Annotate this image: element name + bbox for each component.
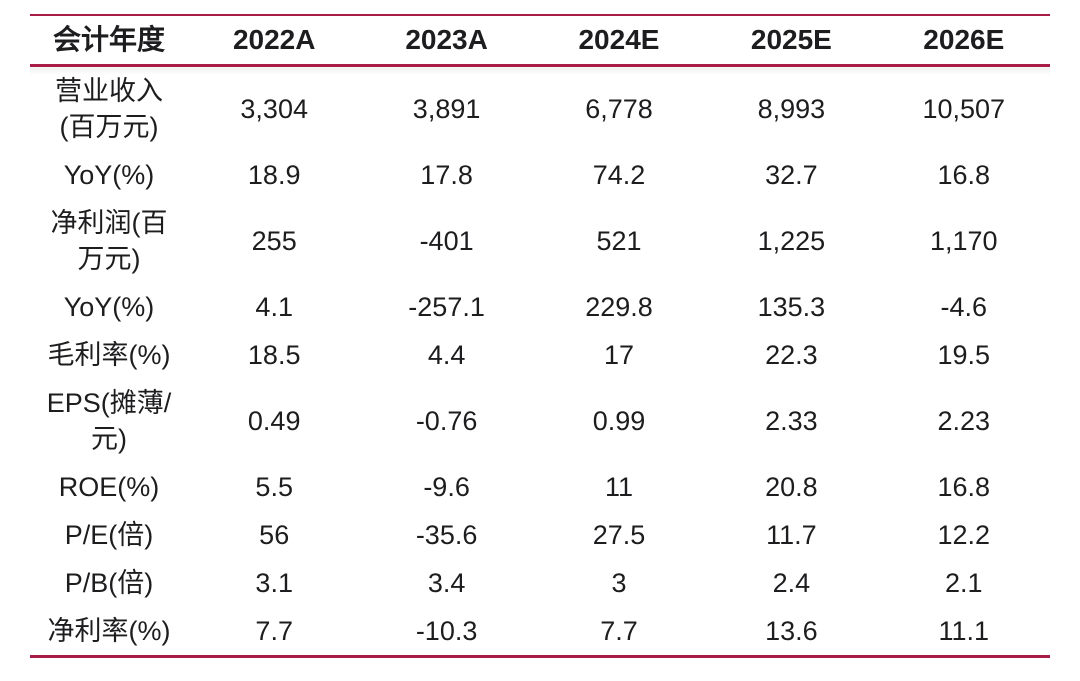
- table-cell: 229.8: [585, 292, 653, 322]
- financial-summary-table-wrap: 会计年度 2022A 2023A 2024E 2025E 2026E 营业收入(百万元) 3…: [30, 14, 1050, 658]
- row-label: ROE(%): [58, 472, 160, 502]
- table-cell: 7.7: [255, 616, 293, 646]
- table-cell: 2.1: [945, 568, 983, 598]
- table-cell: 7.7: [600, 616, 638, 646]
- row-label: P/B(倍): [64, 568, 154, 598]
- table-cell: 2.23: [937, 406, 991, 436]
- header-row: 会计年度 2022A 2023A 2024E 2025E 2026E: [30, 15, 1050, 67]
- table-cell: 18.5: [247, 340, 301, 370]
- table-cell: 3: [611, 568, 627, 598]
- table-row: ROE(%) 5.5 -9.6 11 20.8 16.8: [30, 463, 1050, 511]
- table-body: 营业收入(百万元) 3,304 3,891 6,778 8,993 10,507 YoY(%…: [30, 65, 1050, 657]
- table-cell: 19.5: [937, 340, 991, 370]
- table-cell: 521: [596, 226, 642, 256]
- table-cell: -9.6: [423, 472, 470, 502]
- table-row: YoY(%) 18.9 17.8 74.2 32.7 16.8: [30, 151, 1050, 199]
- table-cell: 56: [259, 520, 290, 550]
- table-cell: -401: [419, 226, 474, 256]
- table-cell: 1,225: [757, 226, 826, 256]
- table-cell: 20.8: [765, 472, 818, 502]
- table-cell: 11: [604, 472, 633, 502]
- table-cell: 16.8: [937, 472, 991, 502]
- table-cell: 135.3: [757, 292, 826, 322]
- table-cell: 18.9: [247, 160, 301, 190]
- row-label: 毛利率(%): [47, 340, 171, 370]
- table-cell: 27.5: [592, 520, 646, 550]
- table-row: 毛利率(%) 18.5 4.4 17 22.3 19.5: [30, 331, 1050, 379]
- header-cell-2022A: 2022A: [188, 15, 361, 67]
- row-label: YoY(%): [63, 292, 155, 322]
- table-cell: 4.1: [255, 292, 293, 322]
- table-row: 净利率(%) 7.7 -10.3 7.7 13.6 11.1: [30, 607, 1050, 657]
- table-cell: -257.1: [408, 292, 485, 322]
- table-row: 净利润(百万元) 255 -401 521 1,225 1,170: [30, 199, 1050, 283]
- header-cell-fiscal-year: 会计年度: [30, 15, 188, 67]
- table-cell: 8,993: [705, 65, 878, 151]
- table-cell: 2.33: [765, 406, 818, 436]
- table-row: P/B(倍) 3.1 3.4 3 2.4 2.1: [30, 559, 1050, 607]
- table-cell: 17.8: [420, 160, 473, 190]
- table-cell: 0.99: [592, 406, 646, 436]
- row-label: 净利润(百万元): [50, 208, 168, 274]
- table-cell: -35.6: [415, 520, 478, 550]
- table-cell: 11.1: [938, 616, 990, 646]
- table-row: P/E(倍) 56 -35.6 27.5 11.7 12.2: [30, 511, 1050, 559]
- table-cell: 74.2: [592, 160, 646, 190]
- table-row: EPS(摊薄/元) 0.49 -0.76 0.99 2.33 2.23: [30, 379, 1050, 463]
- header-cell-2023A: 2023A: [360, 15, 533, 67]
- table-cell: 3,891: [360, 65, 533, 151]
- table-cell: 1,170: [929, 226, 998, 256]
- financial-summary-table: 会计年度 2022A 2023A 2024E 2025E 2026E 营业收入(百万元) 3…: [30, 14, 1050, 658]
- table-cell: -4.6: [940, 292, 988, 322]
- table-cell: 0.49: [247, 406, 301, 436]
- row-label: 净利率(%): [47, 616, 171, 646]
- table-cell: 12.2: [937, 520, 991, 550]
- header-cell-2025E: 2025E: [705, 15, 878, 67]
- table-cell: 3,304: [188, 65, 361, 151]
- table-cell: 32.7: [765, 160, 818, 190]
- table-cell: 3.1: [255, 568, 293, 598]
- table-cell: 5.5: [255, 472, 293, 502]
- table-cell: 13.6: [765, 616, 818, 646]
- table-cell: 22.3: [765, 340, 818, 370]
- header-cell-2026E: 2026E: [877, 15, 1050, 67]
- table-cell: 3.4: [427, 568, 466, 598]
- table-cell: -0.76: [415, 406, 478, 436]
- table-cell: 255: [251, 226, 297, 256]
- table-cell: 10,507: [877, 65, 1050, 151]
- table-cell: 4.4: [427, 340, 466, 370]
- table-cell: 17: [603, 340, 634, 370]
- header-cell-2024E: 2024E: [532, 15, 706, 67]
- table-row: 营业收入(百万元) 3,304 3,891 6,778 8,993 10,507: [30, 65, 1050, 151]
- row-label: EPS(摊薄/元): [46, 388, 172, 454]
- row-label: YoY(%): [63, 160, 155, 190]
- table-cell: -10.3: [415, 616, 478, 646]
- table-cell: 16.8: [937, 160, 991, 190]
- table-cell: 2.4: [772, 568, 811, 598]
- row-label: P/E(倍): [64, 520, 154, 550]
- table-cell: 6,778: [532, 65, 706, 151]
- table-row: YoY(%) 4.1 -257.1 229.8 135.3 -4.6: [30, 283, 1050, 331]
- table-cell: 11.7: [766, 520, 817, 550]
- row-label: 营业收入(百万元): [30, 65, 188, 151]
